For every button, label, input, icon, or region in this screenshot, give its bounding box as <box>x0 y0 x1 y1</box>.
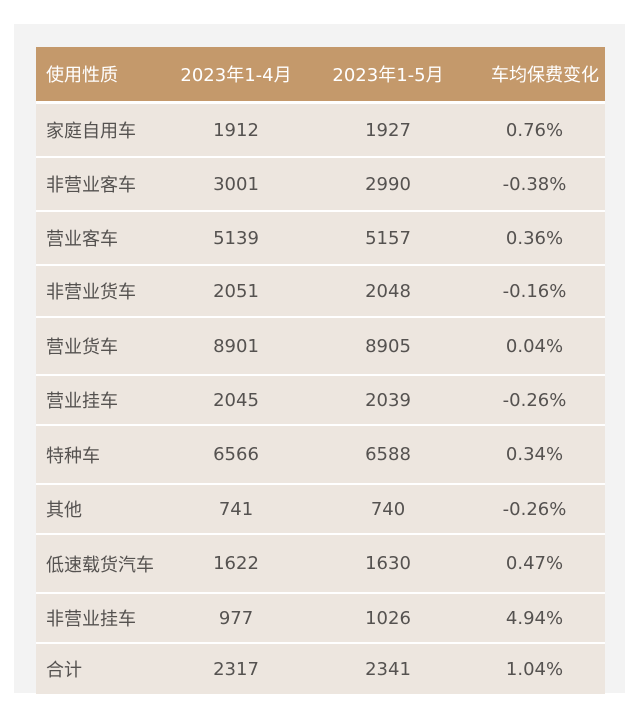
cell-change: 0.76% <box>505 119 564 141</box>
cell-jan-may: 2039 <box>365 389 411 411</box>
cell-jan-apr: 1622 <box>213 553 259 574</box>
cell-change: -0.26% <box>502 389 567 411</box>
cell-jan-may: 1927 <box>365 119 411 141</box>
cell-usage-type: 特种车 <box>46 445 100 467</box>
cell-usage-type: 非营业货车 <box>46 282 136 303</box>
cell-jan-apr: 3001 <box>213 173 259 195</box>
cell-jan-may: 2990 <box>365 173 411 195</box>
header-avg-premium-change: 车均保费变化 <box>491 65 599 86</box>
table-row: 非营业货车 2051 2048 -0.16% <box>36 264 605 316</box>
cell-usage-type: 合计 <box>46 660 82 681</box>
cell-usage-type: 其他 <box>46 500 82 521</box>
cell-jan-may: 6588 <box>365 444 411 465</box>
cell-jan-apr: 741 <box>218 498 254 520</box>
cell-change: 0.04% <box>505 335 564 357</box>
cell-change: 0.47% <box>505 553 564 574</box>
cell-jan-apr: 2317 <box>213 658 259 680</box>
cell-jan-may: 1026 <box>365 607 411 629</box>
table-row: 低速载货汽车 1622 1630 0.47% <box>36 533 605 592</box>
cell-change: 1.04% <box>505 658 564 680</box>
cell-usage-type: 低速载货汽车 <box>46 554 154 576</box>
table-row: 非营业挂车 977 1026 4.94% <box>36 592 605 642</box>
premium-table: 使用性质 2023年1-4月 2023年1-5月 车均保费变化 家庭自用车 19… <box>36 47 605 694</box>
cell-jan-may: 5157 <box>365 227 411 249</box>
cell-usage-type: 营业货车 <box>46 337 118 358</box>
cell-jan-apr: 6566 <box>213 444 259 465</box>
table-row: 非营业客车 3001 2990 -0.38% <box>36 156 605 210</box>
cell-change: -0.16% <box>502 280 567 302</box>
cell-jan-apr: 2045 <box>213 389 259 411</box>
cell-jan-apr: 8901 <box>213 335 259 357</box>
table-row: 其他 741 740 -0.26% <box>36 483 605 533</box>
cell-jan-may: 8905 <box>365 335 411 357</box>
cell-usage-type: 营业客车 <box>46 229 118 250</box>
cell-change: 4.94% <box>505 607 564 629</box>
table-total-row: 合计 2317 2341 1.04% <box>36 642 605 694</box>
table-row: 营业挂车 2045 2039 -0.26% <box>36 374 605 424</box>
cell-usage-type: 非营业挂车 <box>46 609 136 630</box>
table-row: 特种车 6566 6588 0.34% <box>36 424 605 483</box>
table-header-row: 使用性质 2023年1-4月 2023年1-5月 车均保费变化 <box>36 47 605 101</box>
header-usage-type: 使用性质 <box>46 65 118 86</box>
table-row: 营业货车 8901 8905 0.04% <box>36 316 605 374</box>
cell-change: 0.34% <box>505 444 564 465</box>
cell-jan-may: 2341 <box>365 658 411 680</box>
cell-jan-apr: 1912 <box>213 119 259 141</box>
cell-jan-may: 740 <box>370 498 406 520</box>
cell-jan-apr: 5139 <box>213 227 259 249</box>
cell-change: -0.38% <box>502 173 567 195</box>
cell-usage-type: 营业挂车 <box>46 391 118 412</box>
cell-usage-type: 非营业客车 <box>46 175 136 196</box>
cell-jan-apr: 977 <box>218 607 254 629</box>
cell-jan-may: 2048 <box>365 280 411 302</box>
table-row: 家庭自用车 1912 1927 0.76% <box>36 101 605 156</box>
header-jan-may: 2023年1-5月 <box>332 65 444 86</box>
cell-jan-may: 1630 <box>365 553 411 574</box>
cell-jan-apr: 2051 <box>213 280 259 302</box>
cell-change: -0.26% <box>502 498 567 520</box>
header-jan-apr: 2023年1-4月 <box>180 65 292 86</box>
cell-usage-type: 家庭自用车 <box>46 121 136 142</box>
table-row: 营业客车 5139 5157 0.36% <box>36 210 605 264</box>
cell-change: 0.36% <box>505 227 564 249</box>
